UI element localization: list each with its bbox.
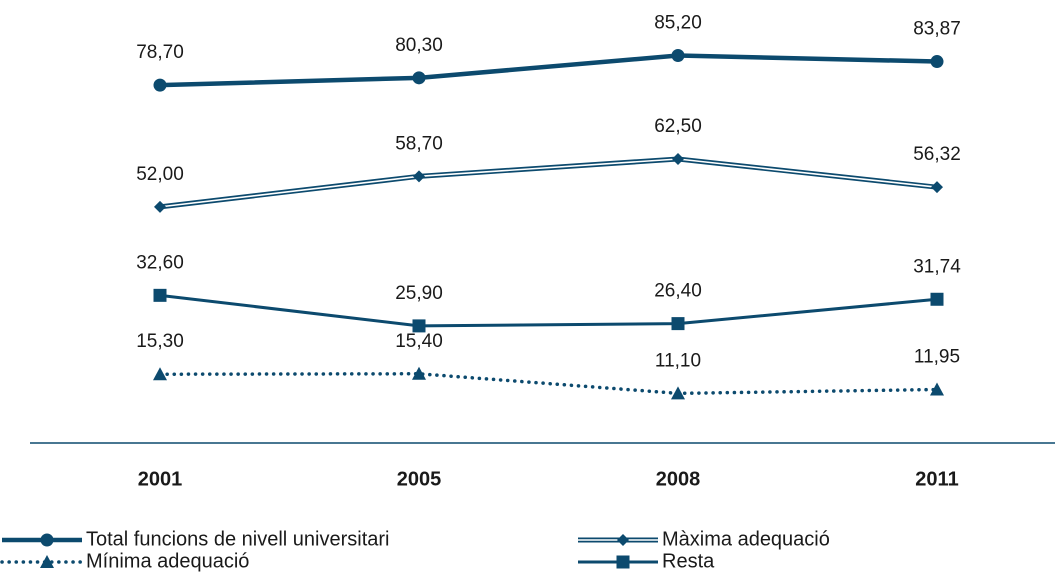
line xyxy=(159,293,938,328)
x-tick-label: 2005 xyxy=(397,468,442,490)
marker xyxy=(930,292,944,306)
legend-marker xyxy=(40,555,54,568)
marker xyxy=(153,367,167,381)
x-tick-label: 2008 xyxy=(656,468,701,490)
marker xyxy=(672,153,684,165)
marker xyxy=(671,317,685,331)
marker xyxy=(412,366,426,380)
marker xyxy=(154,200,166,213)
marker xyxy=(671,48,685,62)
data-label: 56,32 xyxy=(913,144,961,165)
legend-label: Total funcions de nivell universitari xyxy=(86,528,390,550)
legend-label: Mínima adequació xyxy=(86,550,249,572)
marker xyxy=(413,170,425,183)
line xyxy=(159,156,938,210)
marker xyxy=(153,288,167,302)
line xyxy=(158,372,939,396)
line-inner xyxy=(159,158,938,208)
x-tick-label: 2001 xyxy=(138,468,183,490)
legend-label: Màxima adequació xyxy=(662,528,830,550)
marker xyxy=(412,71,426,85)
data-label: 25,90 xyxy=(395,283,443,304)
data-label: 31,74 xyxy=(913,256,961,277)
data-label: 26,40 xyxy=(654,281,702,302)
data-label: 83,87 xyxy=(913,19,961,40)
data-label: 62,50 xyxy=(654,116,702,137)
marker xyxy=(671,386,685,400)
legend-marker xyxy=(617,534,629,546)
data-label: 11,95 xyxy=(914,347,960,368)
data-label: 58,70 xyxy=(395,133,443,154)
legend-label: Resta xyxy=(662,550,715,572)
marker xyxy=(153,78,167,92)
data-label: 52,00 xyxy=(136,164,184,185)
data-label: 15,30 xyxy=(136,331,184,352)
line xyxy=(159,53,938,88)
marker xyxy=(930,55,944,69)
legend-marker xyxy=(40,533,54,547)
data-label: 80,30 xyxy=(395,35,443,56)
data-label: 11,10 xyxy=(655,350,701,371)
data-label: 15,40 xyxy=(395,331,443,352)
data-label: 85,20 xyxy=(654,13,702,34)
x-tick-label: 2011 xyxy=(915,468,958,490)
data-label: 32,60 xyxy=(136,252,184,273)
data-label: 78,70 xyxy=(136,42,184,63)
marker xyxy=(412,319,426,333)
marker xyxy=(931,181,943,194)
legend-marker xyxy=(616,555,630,569)
marker xyxy=(930,382,944,396)
